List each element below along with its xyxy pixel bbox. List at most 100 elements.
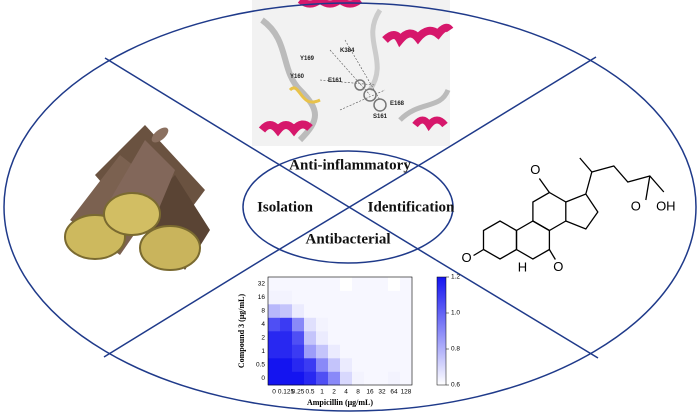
heat-cell [388,344,401,359]
heat-cell [268,344,281,359]
heat-cell [388,277,401,291]
heat-cell [304,290,317,305]
heat-cell [328,290,341,305]
heat-cell [340,331,353,345]
x-tick-label: 8 [356,389,360,396]
x-tick-label: 4 [344,389,348,396]
heat-cell [316,317,329,332]
acid [645,175,651,201]
heat-cell [352,358,365,372]
residue-label: K384 [340,48,355,54]
heat-cell [316,331,329,345]
protein-image [252,0,454,146]
heat-cell [400,371,413,386]
ketone [538,178,550,193]
heat-cell [268,290,281,305]
heat-cell [280,304,293,318]
ketone [473,248,484,257]
heat-cell [292,371,305,386]
x-tick-label: 16 [366,389,374,396]
heat-cell [388,371,401,386]
heat-cell [388,317,401,332]
heat-cell [364,358,377,372]
heat-cell [304,304,317,318]
ring [565,193,599,230]
heat-cell [268,304,281,318]
heat-cell [400,290,413,305]
x-tick-label: 0.125 [278,389,295,396]
heat-cell [268,277,281,291]
x-axis-label: Ampicillin (μg/mL) [307,398,373,407]
heat-cell [364,277,377,291]
chemical-structure [473,157,665,260]
heat-cell [400,317,413,332]
label-top: Anti-inflammatory [289,157,411,173]
ring [532,191,567,232]
heat-cell [292,304,305,318]
atom-label: H [518,259,527,274]
heat-cell [340,358,353,372]
heat-cell [388,290,401,305]
heat-cell [388,358,401,372]
ring [515,220,551,260]
y-axis-label: Compound 3 (μg/mL) [237,294,246,369]
heat-cell [328,371,341,386]
y-tick-label: 32 [258,280,266,287]
y-tick-label: 1 [261,348,265,355]
atom-label: OH [656,198,676,213]
heat-cell [304,344,317,359]
heat-cell [280,317,293,332]
heat-cell [268,358,281,372]
wood-image [64,125,210,271]
heat-cell [340,277,353,291]
heat-cell [352,317,365,332]
heat-cell [292,317,305,332]
heat-cell [364,317,377,332]
heat-cell [364,331,377,345]
colorbar-label: 1.0 [451,310,460,317]
plot-frame [267,276,413,386]
heat-cell [352,277,365,291]
divider [264,154,437,259]
heat-cell [352,290,365,305]
y-tick-label: 2 [261,334,265,341]
heat-cell [316,277,329,291]
heat-cell [304,317,317,332]
residue-label: E168 [390,101,405,107]
heat-cell [280,290,293,305]
heat-cell [376,331,389,345]
heat-cell [328,344,341,359]
x-tick-label: 32 [378,389,386,396]
heat-cell [292,358,305,372]
y-tick-label: 4 [261,321,265,328]
x-tick-label: 2 [332,389,336,396]
heat-cell [400,344,413,359]
heat-cell [376,277,389,291]
heat-cell [316,344,329,359]
label-right: Identification [368,199,455,215]
x-tick-label: 128 [401,389,412,396]
heat-cell [364,344,377,359]
heat-cell [304,371,317,386]
divider [264,155,437,261]
heat-cell [376,358,389,372]
side-chain [591,165,665,193]
heat-cell [352,304,365,318]
heat-cell [340,317,353,332]
heat-cell [376,304,389,318]
heat-cell [268,331,281,345]
heat-cell [304,277,317,291]
heat-cell [292,344,305,359]
heat-cell [340,304,353,318]
heat-cell [400,277,413,291]
heat-cell [340,344,353,359]
heat-cell [280,371,293,386]
colorbar [436,276,447,386]
heat-cell [400,304,413,318]
y-tick-label: 0 [261,375,265,382]
heat-cell [280,344,293,359]
divider [103,257,266,358]
atom-label: O [461,250,471,265]
